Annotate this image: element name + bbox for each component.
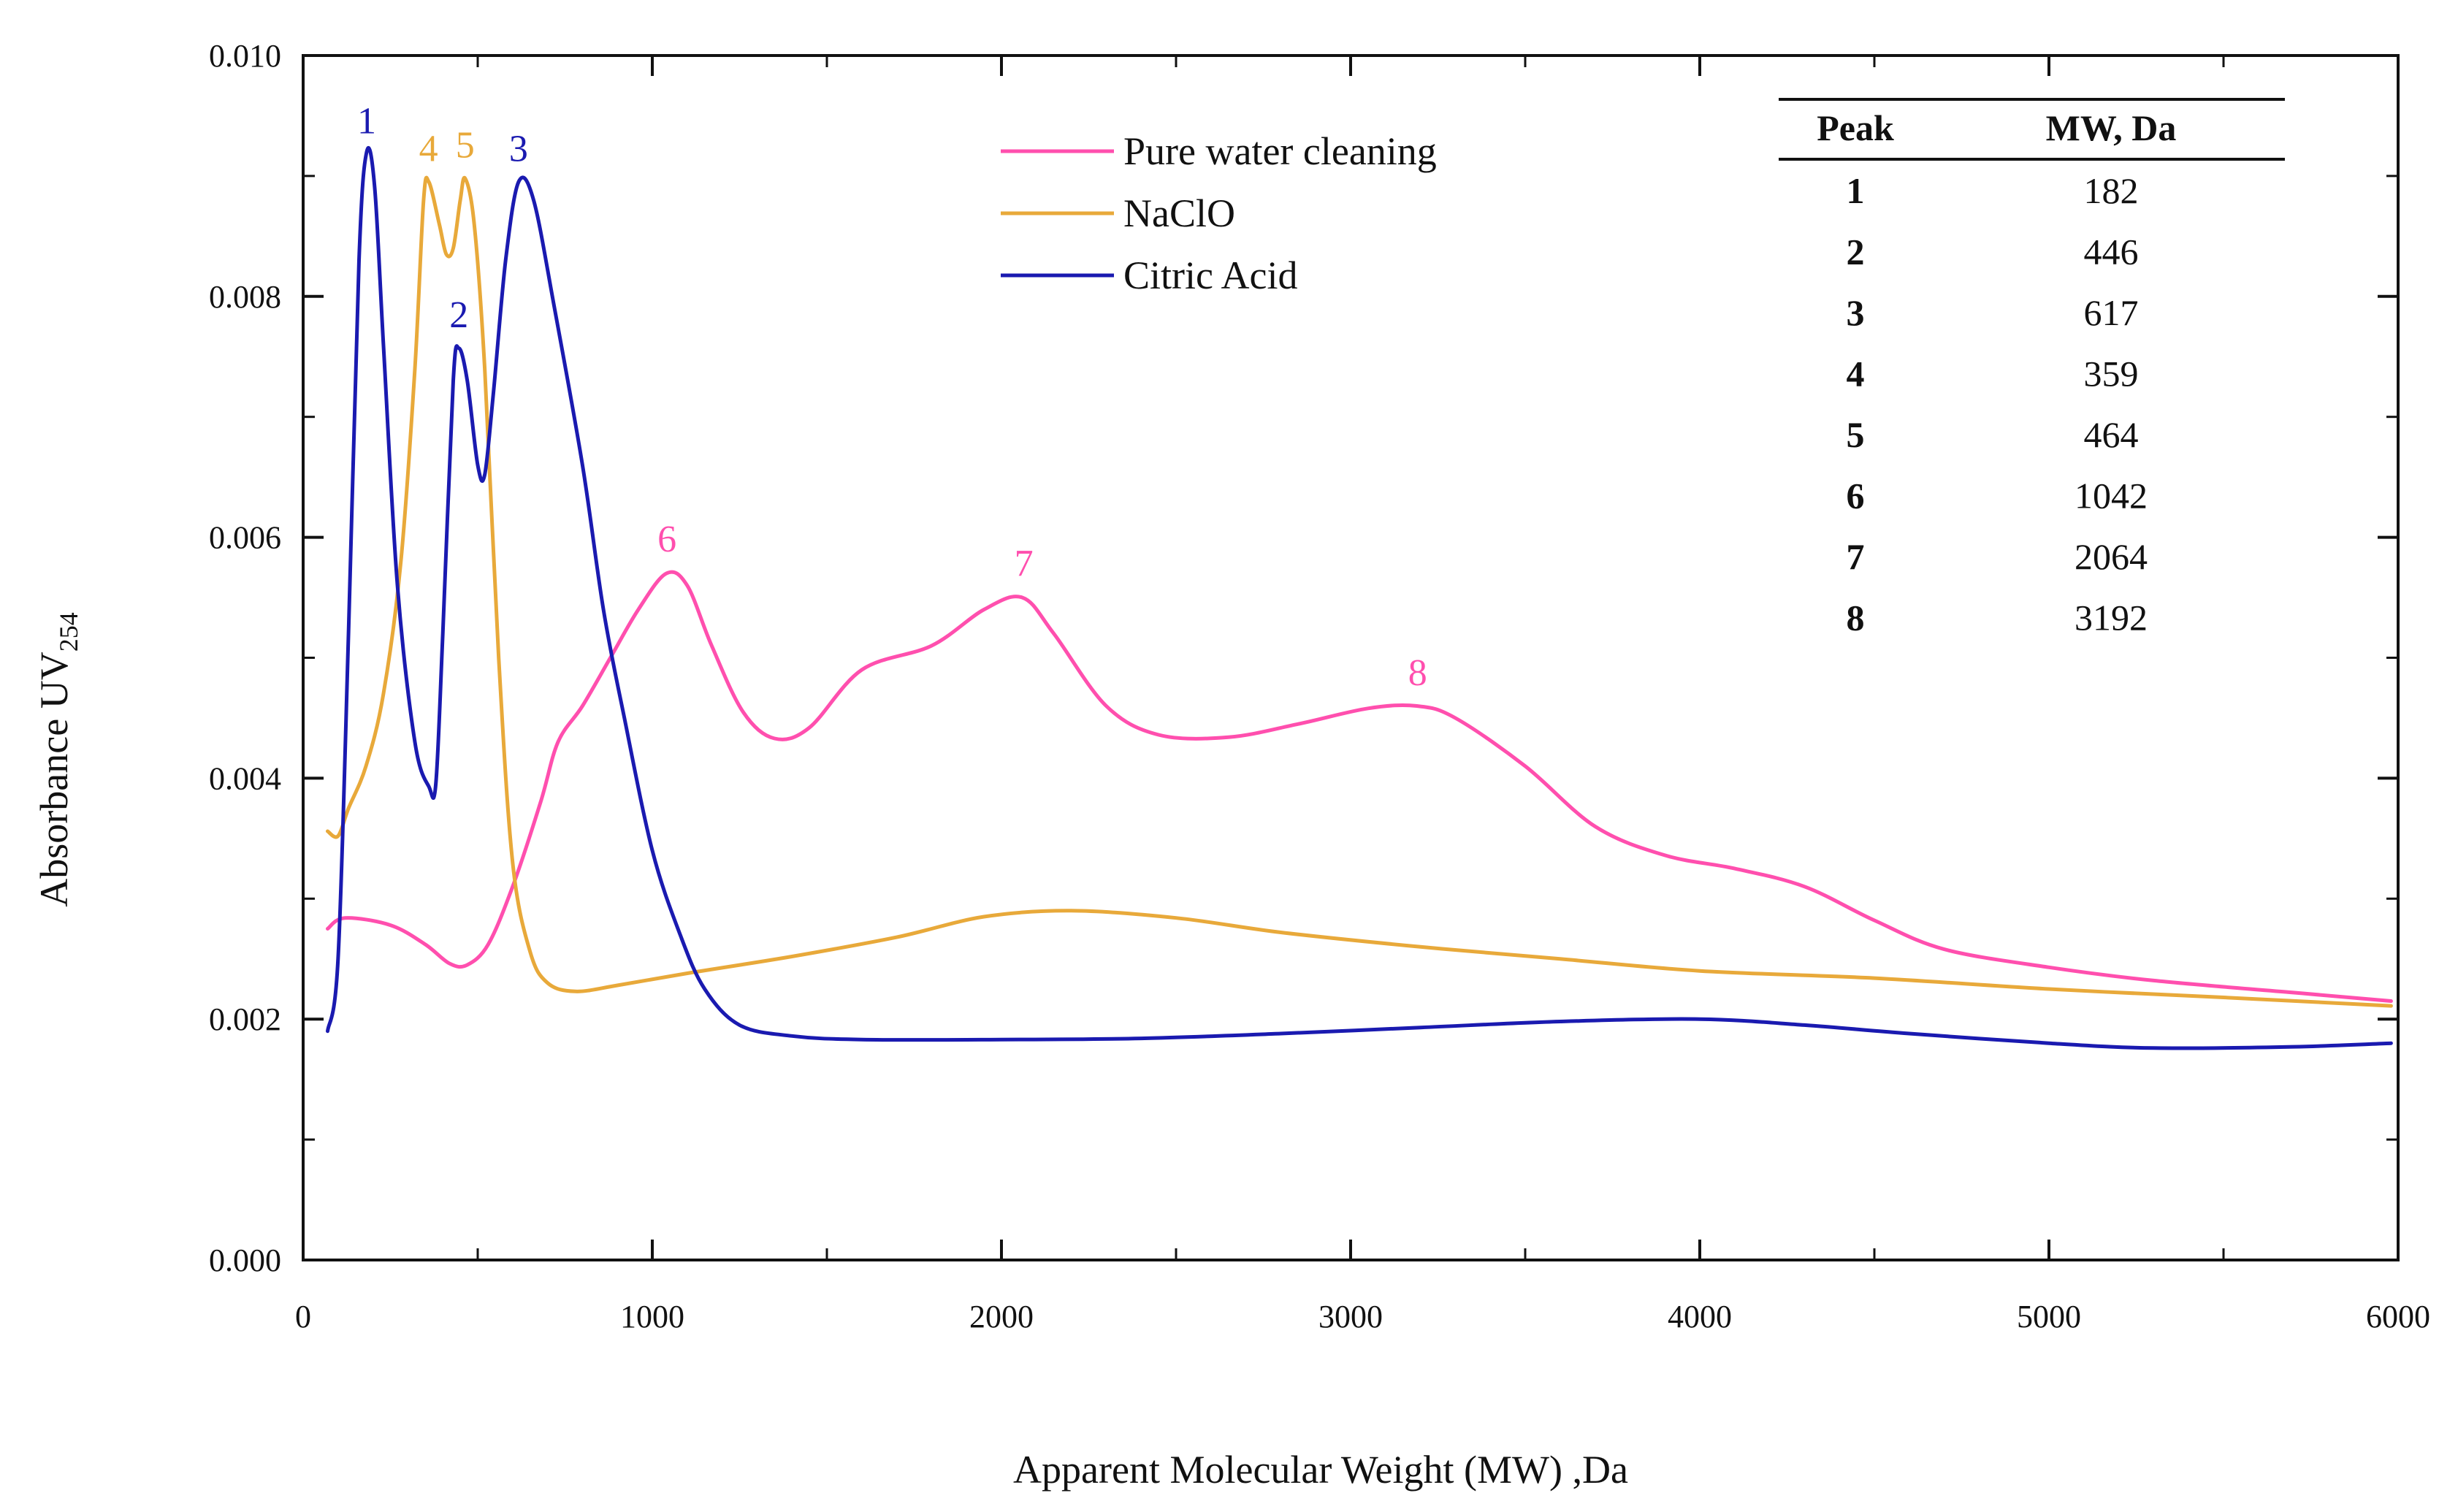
table-header-mw: MW, Da	[2046, 107, 2177, 148]
series-line-naclo	[326, 175, 2393, 1008]
table-cell-mw: 359	[2084, 354, 2139, 394]
peak-label-4: 4	[419, 129, 438, 170]
table-cell-mw: 617	[2084, 292, 2139, 333]
table-cell-peak: 3	[1847, 292, 1865, 333]
series-line-citric-acid	[326, 145, 2393, 1050]
x-axis-title: Apparent Molecular Weight (MW) ,Da	[1013, 1448, 1628, 1492]
y-axis-title-subscript: 254	[54, 612, 83, 652]
x-tick-label: 2000	[969, 1299, 1034, 1335]
peak-label-1: 1	[357, 101, 376, 142]
legend-label-pure-water: Pure water cleaning	[1123, 129, 1437, 173]
table-rows: 1 182 2 446 3 617 4 359 5 464 6 1042 7 2064 8 3192	[1847, 170, 2148, 638]
legend-label-citric-acid: Citric Acid	[1123, 253, 1297, 297]
series-lines	[326, 145, 2393, 1050]
table-cell-peak: 1	[1847, 170, 1865, 211]
y-tick-label: 0.008	[209, 279, 281, 315]
y-tick-label: 0.002	[209, 1001, 281, 1037]
x-tick-label: 6000	[2366, 1299, 2430, 1335]
y-tick-label: 0.004	[209, 760, 281, 796]
table-cell-peak: 2	[1847, 232, 1865, 272]
x-tick-label: 3000	[1318, 1299, 1383, 1335]
table-cell-mw: 446	[2084, 232, 2139, 272]
peak-label-3: 3	[509, 129, 528, 170]
table-cell-peak: 5	[1847, 414, 1865, 455]
legend: Pure water cleaning NaClO Citric Acid	[1001, 129, 1437, 297]
x-tick-label: 0	[295, 1299, 311, 1335]
table-cell-peak: 6	[1847, 476, 1865, 516]
table-cell-mw: 2064	[2075, 536, 2148, 577]
table-header-peak: Peak	[1817, 107, 1894, 148]
y-tick-label: 0.010	[209, 38, 281, 74]
y-tick-label: 0.000	[209, 1242, 281, 1278]
peak-label-2: 2	[449, 294, 468, 336]
table-cell-mw: 3192	[2075, 597, 2148, 638]
x-tick-label: 1000	[620, 1299, 684, 1335]
table-cell-peak: 4	[1847, 354, 1865, 394]
table-cell-peak: 8	[1847, 597, 1865, 638]
legend-label-naclo: NaClO	[1123, 191, 1235, 235]
peak-label-6: 6	[657, 519, 676, 560]
x-tick-label: 5000	[2017, 1299, 2081, 1335]
table-cell-peak: 7	[1847, 536, 1865, 577]
y-axis-title-main: Absorbance UV	[32, 652, 76, 906]
x-tick-label: 4000	[1668, 1299, 1732, 1335]
table-cell-mw: 1042	[2075, 476, 2148, 516]
table-cell-mw: 182	[2084, 170, 2139, 211]
peak-label-5: 5	[456, 125, 475, 167]
peak-labels: 1 2 3 4 5 6 7 8	[357, 101, 1427, 694]
y-axis-title: Absorbance UV254	[32, 612, 83, 906]
table-cell-mw: 464	[2084, 414, 2139, 455]
peak-label-7: 7	[1015, 543, 1034, 584]
y-tick-label: 0.006	[209, 520, 281, 556]
series-line-pure-water-cleaning	[326, 570, 2393, 1003]
peak-label-8: 8	[1408, 652, 1427, 694]
axes: 0 1000 2000 3000 4000 5000 6000 0.000 0.002 0.004…	[209, 38, 2430, 1335]
peak-table: Peak MW, Da 1 182 2 446 3 617 4 359 5 464 6 1042 7 20…	[1779, 98, 2285, 638]
